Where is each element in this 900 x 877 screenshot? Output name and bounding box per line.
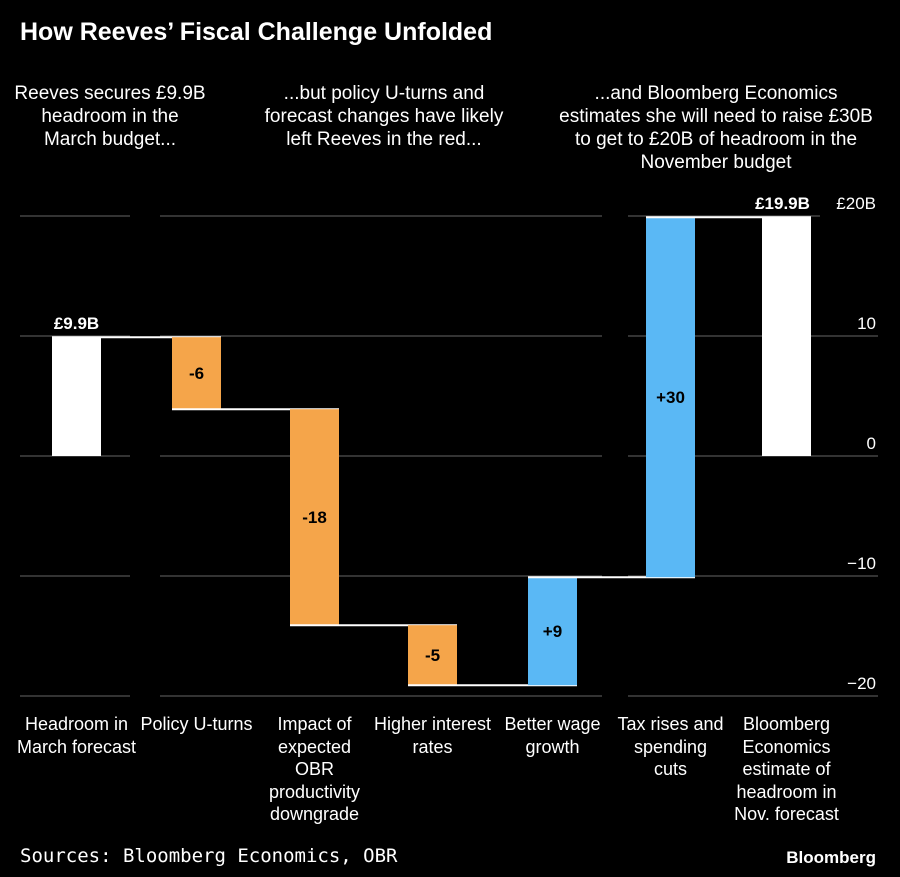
annotation-march: Reeves secures £9.9B headroom in the Mar… <box>14 83 206 150</box>
data-label: -6 <box>189 364 204 383</box>
y-tick-label: 0 <box>867 434 876 453</box>
y-tick-label: −10 <box>847 554 876 573</box>
bloomberg-logo: Bloomberg <box>786 848 876 867</box>
bar <box>528 577 577 686</box>
chart-title: How Reeves’ Fiscal Challenge Unfolded <box>20 18 493 46</box>
bar <box>172 337 221 410</box>
bar <box>762 217 811 456</box>
y-tick-label: 10 <box>857 314 876 333</box>
bar <box>290 409 339 626</box>
annotation-red: ...but policy U-turns and forecast chang… <box>264 83 504 150</box>
category-label: Bloomberg Economics estimate of headroom… <box>734 714 839 824</box>
data-label: -5 <box>425 646 440 665</box>
category-label: Higher interest rates <box>373 714 492 757</box>
category-label: Better wage growth <box>504 714 601 757</box>
y-tick-label: −20 <box>847 674 876 693</box>
data-label: +30 <box>656 388 685 407</box>
category-label: Policy U-turns <box>140 714 253 734</box>
category-label: Headroom in March forecast <box>16 714 137 757</box>
data-label: -18 <box>302 508 327 527</box>
data-label: £19.9B <box>755 194 810 213</box>
source-note: Sources: Bloomberg Economics, OBR <box>20 845 398 867</box>
bar <box>52 337 101 456</box>
category-label: Impact of expected OBR productivity down… <box>268 714 361 824</box>
annotation-november: ...and Bloomberg Economics estimates she… <box>559 83 873 173</box>
data-label: £9.9B <box>54 314 99 333</box>
bar <box>646 217 695 578</box>
category-label: Tax rises and spending cuts <box>617 714 724 779</box>
data-label: +9 <box>543 622 562 641</box>
bar <box>408 625 457 686</box>
y-tick-label: £20B <box>836 194 876 213</box>
